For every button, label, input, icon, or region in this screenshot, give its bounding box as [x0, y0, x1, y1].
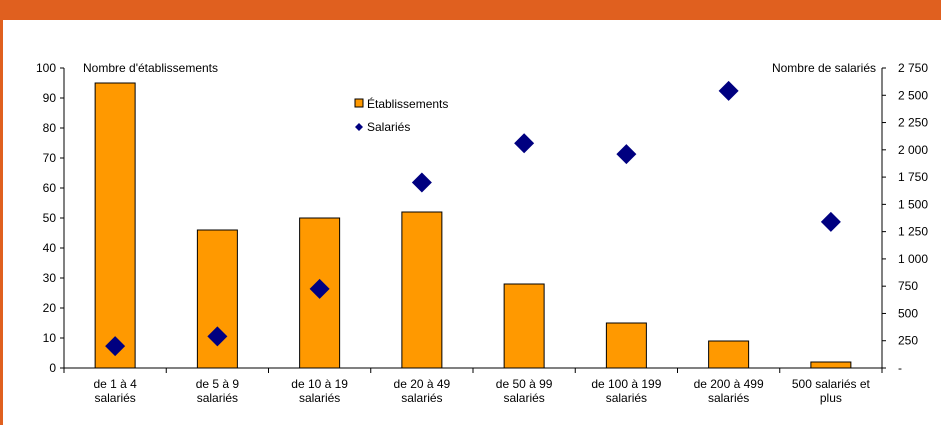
left-tick-label: 20	[43, 301, 57, 315]
right-tick-label: 2 750	[898, 61, 928, 75]
left-axis: 0 10 20 30 40 50 60 70 80 90 100	[36, 61, 65, 375]
left-tick-label: 40	[43, 241, 57, 255]
legend-swatch-salaries	[355, 123, 363, 131]
left-tick-label: 90	[43, 91, 57, 105]
legend: Établissements Salariés	[354, 96, 448, 134]
bar-series	[94, 82, 852, 369]
bar-etablissements	[94, 82, 136, 369]
marker-salaries	[411, 172, 432, 193]
marker-salaries	[616, 144, 637, 165]
category-label: de 10 à 19 salariés	[291, 377, 348, 405]
right-tick-label: 750	[898, 279, 918, 293]
category-label: de 50 à 99 salariés	[496, 377, 553, 405]
bar-etablissements	[708, 340, 750, 369]
right-tick-label: 1 500	[898, 197, 928, 211]
legend-swatch-etablissements	[354, 98, 364, 108]
right-axis: - 250 500 750 1 000 1 250 1 500 1 750 2 000 2 250…	[881, 61, 928, 375]
right-tick-label: 2 000	[898, 143, 928, 157]
marker-salaries	[514, 133, 535, 154]
right-tick-label: 2 250	[898, 116, 928, 130]
left-tick-label: 60	[43, 181, 57, 195]
marker-salaries	[820, 211, 841, 232]
category-label: de 100 à 199 salariés	[591, 377, 661, 405]
marker-salaries	[309, 278, 330, 299]
right-tick-label: 1 750	[898, 170, 928, 184]
left-tick-label: 0	[49, 361, 56, 375]
left-axis-title: Nombre d'établissements	[83, 61, 218, 75]
category-label: de 1 à 4 salariés	[93, 377, 137, 405]
right-tick-label: 2 500	[898, 88, 928, 102]
left-border-rule	[0, 20, 3, 425]
header-bar	[0, 0, 941, 20]
x-axis: de 1 à 4 salariés de 5 à 9 salariés de 10 à …	[63, 367, 883, 405]
bar-etablissements	[605, 322, 647, 369]
bar-etablissements	[401, 211, 443, 369]
category-label: de 200 à 499 salariés	[694, 377, 764, 405]
left-tick-label: 100	[36, 61, 56, 75]
bar-etablissements	[503, 283, 545, 369]
marker-salaries	[207, 326, 228, 347]
category-label: de 5 à 9 salariés	[196, 377, 240, 405]
left-tick-label: 30	[43, 271, 57, 285]
bar-etablissements	[196, 229, 238, 369]
marker-salaries	[718, 80, 739, 101]
marker-series	[105, 80, 841, 357]
legend-label-salaries: Salariés	[367, 120, 410, 134]
legend-label-etablissements: Établissements	[367, 96, 448, 111]
bar-etablissements	[810, 361, 852, 369]
right-tick-label: 500	[898, 306, 918, 320]
left-tick-label: 80	[43, 121, 57, 135]
category-label: 500 salariés et plus	[792, 377, 871, 405]
right-axis-title: Nombre de salariés	[772, 61, 876, 75]
right-tick-label: 1 000	[898, 252, 928, 266]
category-label: de 20 à 49 salariés	[394, 377, 451, 405]
right-tick-label: 1 250	[898, 225, 928, 239]
left-tick-label: 50	[43, 211, 57, 225]
marker-salaries	[105, 336, 126, 357]
right-tick-label: 250	[898, 334, 918, 348]
left-tick-label: 70	[43, 151, 57, 165]
left-tick-label: 10	[43, 331, 57, 345]
right-tick-label: -	[898, 361, 902, 375]
